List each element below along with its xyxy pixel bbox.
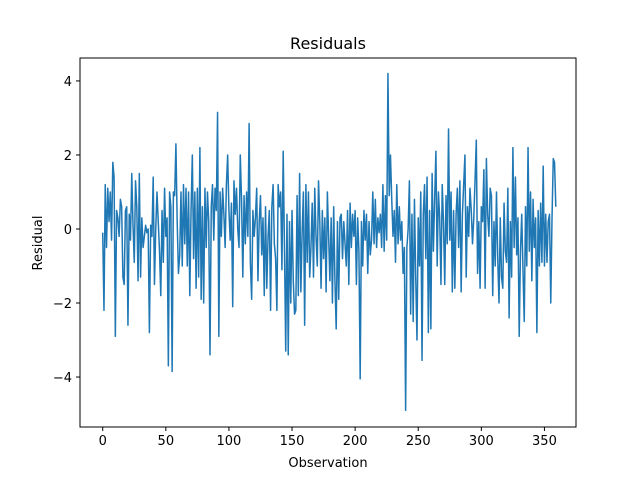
x-axis-label: Observation bbox=[288, 456, 367, 471]
x-tick-label: 150 bbox=[280, 434, 305, 449]
y-tick-label: 2 bbox=[64, 149, 72, 164]
x-tick-label: 200 bbox=[343, 434, 368, 449]
y-tick-label: −2 bbox=[53, 297, 72, 312]
x-tick-label: 250 bbox=[406, 434, 431, 449]
y-tick-label: 4 bbox=[64, 75, 72, 90]
y-tick-label: 0 bbox=[64, 223, 72, 238]
residual-line bbox=[101, 72, 557, 412]
plot-frame bbox=[79, 57, 577, 428]
y-tick-label: −4 bbox=[53, 371, 72, 386]
chart-title: Residuals bbox=[290, 34, 366, 53]
x-tick-label: 300 bbox=[469, 434, 494, 449]
x-tick-label: 350 bbox=[532, 434, 557, 449]
x-tick-label: 100 bbox=[217, 434, 242, 449]
x-tick-label: 50 bbox=[158, 434, 175, 449]
x-tick-label: 0 bbox=[99, 434, 107, 449]
y-axis-label: Residual bbox=[31, 216, 46, 271]
